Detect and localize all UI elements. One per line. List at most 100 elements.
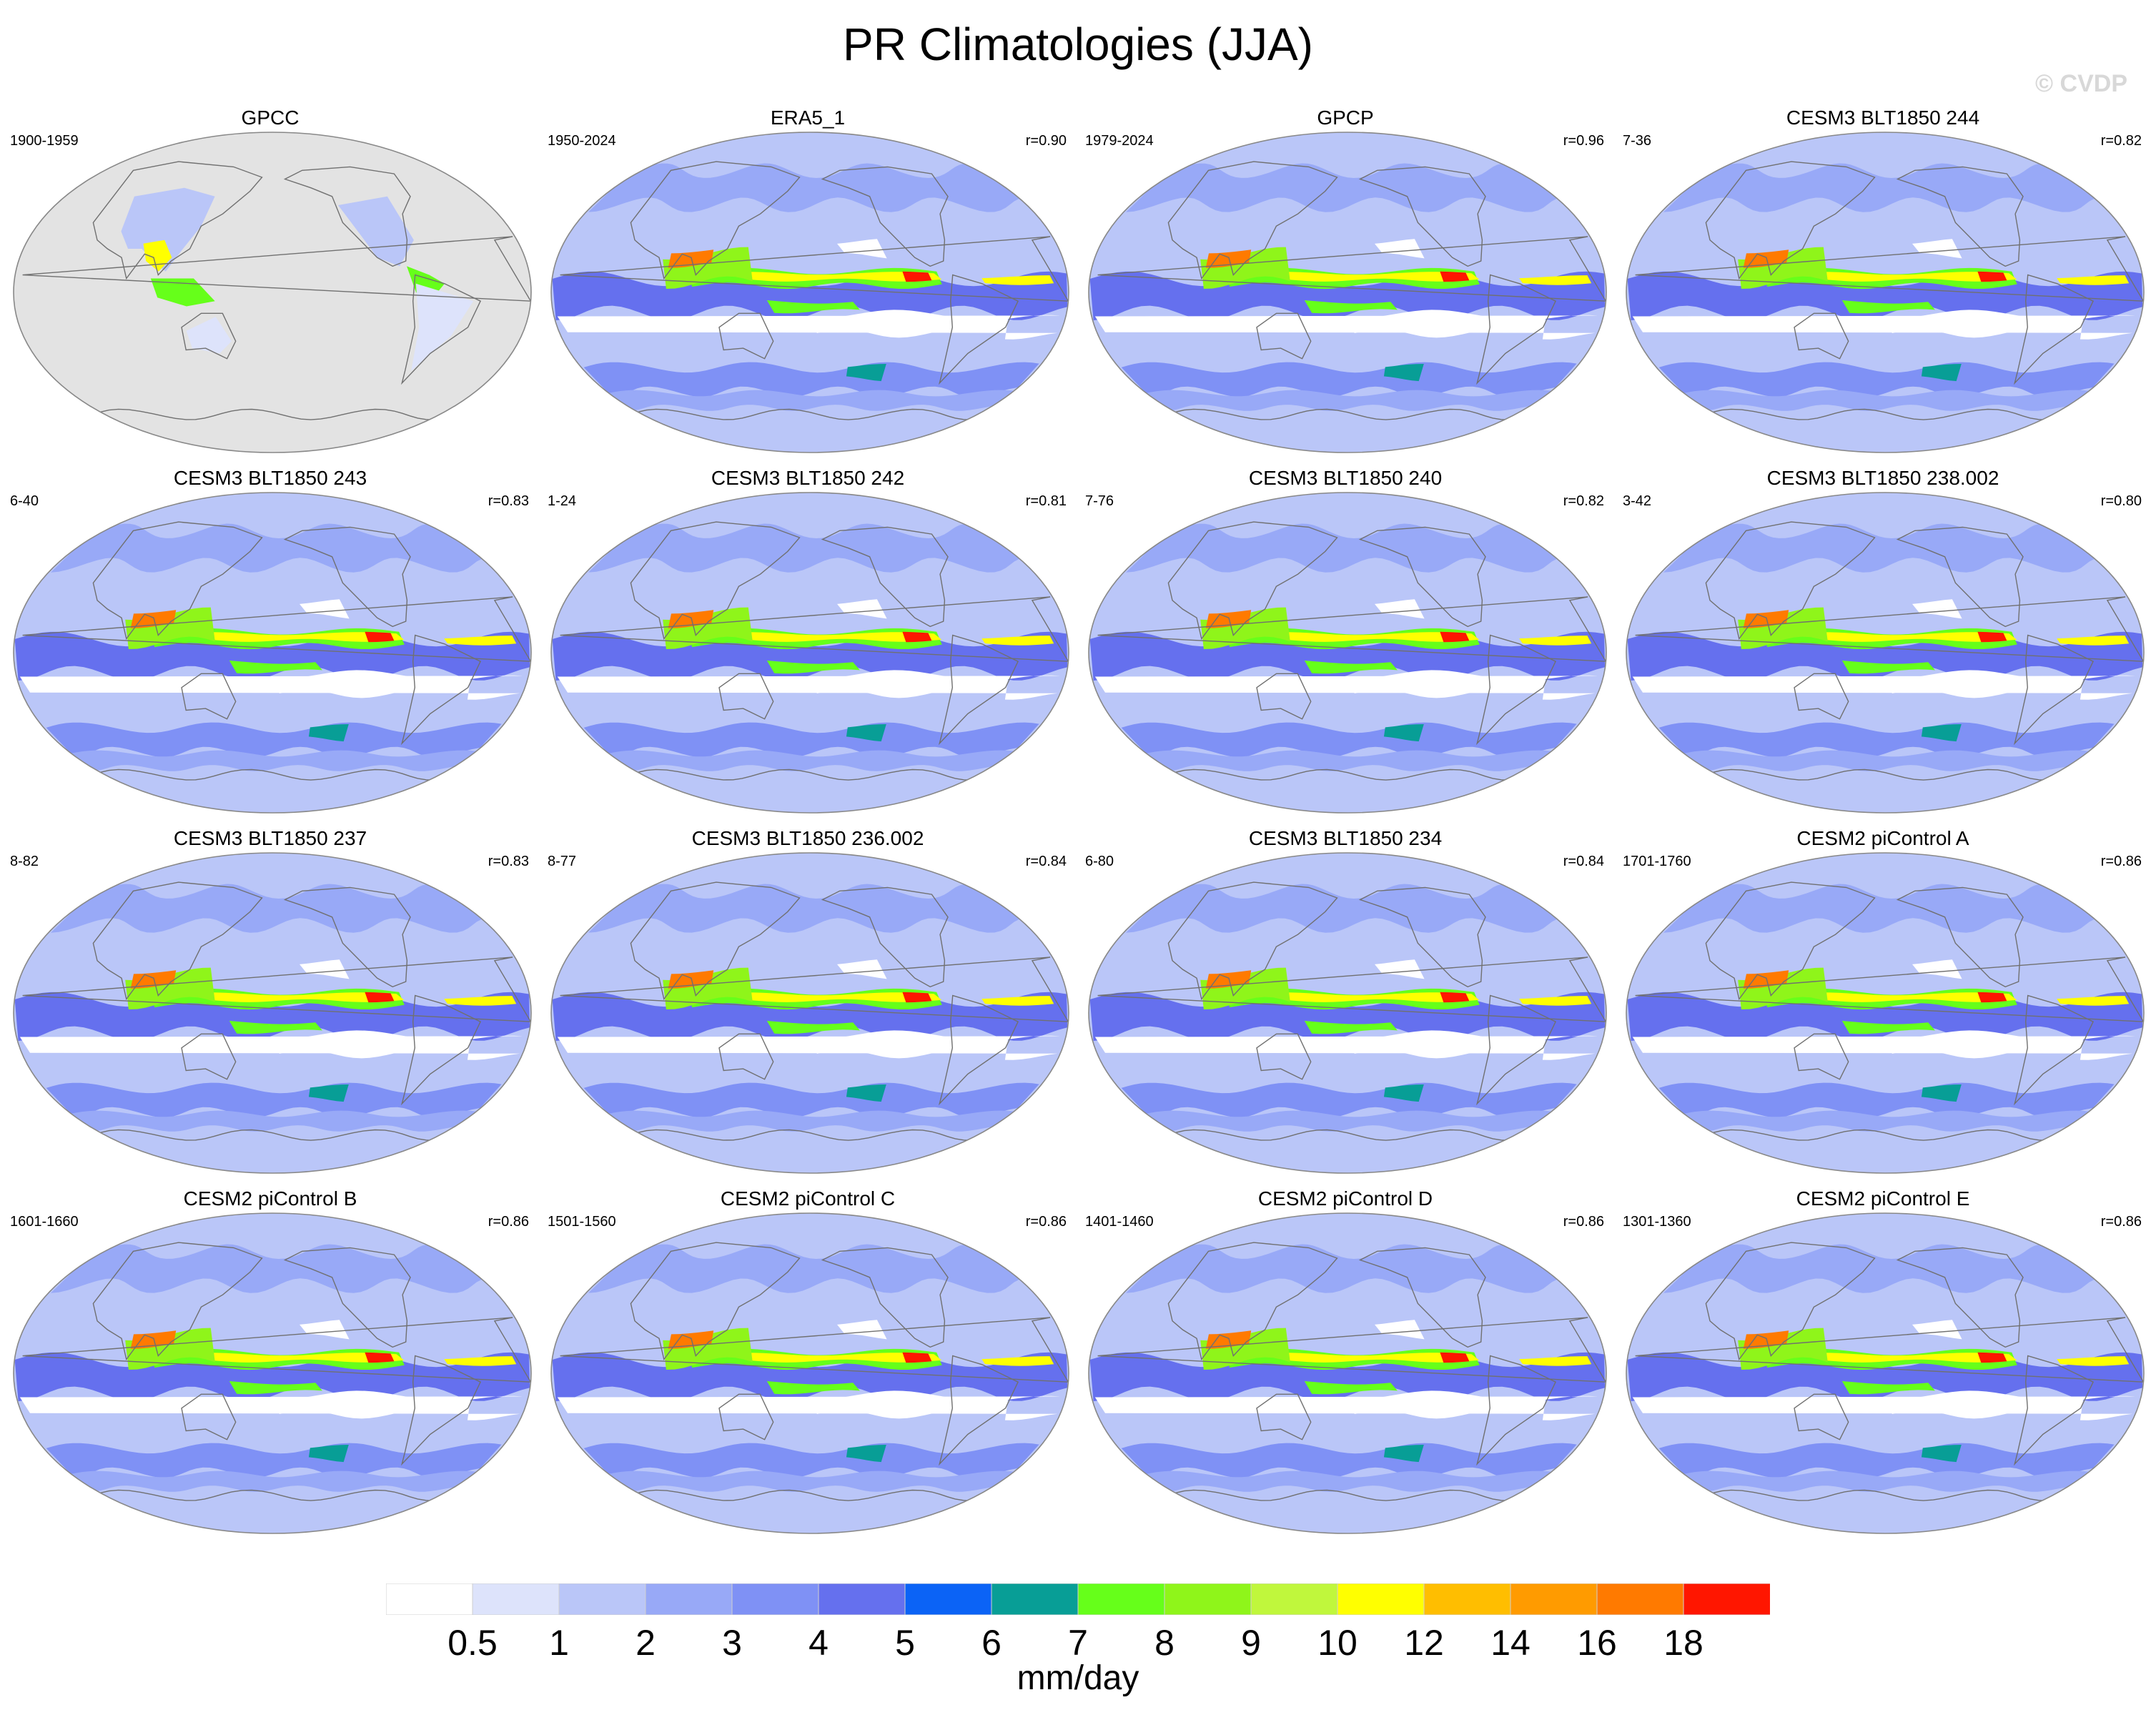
map-border <box>1626 1212 2145 1534</box>
coastline-africa <box>1635 1317 2144 1383</box>
colorbar-swatch <box>991 1583 1079 1615</box>
panel-period: 6-40 <box>10 493 39 509</box>
coastline-asia <box>1705 161 1876 280</box>
map-border <box>550 852 1069 1174</box>
precip-band-north-subtropics <box>22 947 519 975</box>
spcz-band <box>1304 661 1398 674</box>
colorbar <box>386 1583 1770 1615</box>
south-pacific-max <box>1383 364 1424 382</box>
monsoon-region <box>1738 607 1828 649</box>
dry-zone-south-atlantic <box>557 315 1060 340</box>
panel-period: 7-76 <box>1085 493 1114 509</box>
map-plot <box>1088 1212 1607 1534</box>
coastline-north-america <box>1896 526 2024 628</box>
panel-title: CESM2 piControl D <box>1257 1187 1433 1210</box>
atlantic-itcz <box>2057 636 2130 646</box>
itcz-core <box>1821 1353 2017 1363</box>
map-panel: CESM3 BLT1850 236.002 8-77 r=0.84 <box>543 826 1072 1184</box>
colorbar-swatch <box>558 1583 646 1615</box>
precip-band-north-storm-track <box>1126 1244 1557 1293</box>
monsoon-region <box>125 607 215 649</box>
coastline-north-america <box>821 886 949 988</box>
precip-band-north-subtropics <box>1097 226 1594 254</box>
east-pacific-max <box>1440 631 1470 643</box>
east-pacific-max <box>1440 1352 1470 1363</box>
panel-title: CESM3 BLT1850 240 <box>1248 467 1443 489</box>
itcz-core <box>1821 632 2017 642</box>
coastline-asia <box>630 1242 801 1361</box>
south-pacific-max <box>846 1445 886 1463</box>
coastline-north-america <box>1358 526 1486 628</box>
panel-period: 1401-1460 <box>1085 1214 1154 1230</box>
coastline-australia <box>181 673 237 720</box>
coastline-north-america <box>283 1247 411 1348</box>
panel-title: CESM3 BLT1850 238.002 <box>1766 467 1999 489</box>
coastline-north-america <box>283 886 411 988</box>
atlantic-itcz <box>2057 996 2130 1006</box>
dry-zone-south-atlantic <box>19 1395 523 1420</box>
itcz-core <box>1821 272 2017 282</box>
precip-band-north-storm-track <box>1126 523 1557 573</box>
figure-title: PR Climatologies (JJA) <box>843 19 1313 70</box>
south-pacific-max <box>308 724 349 742</box>
spcz-band <box>766 1021 860 1034</box>
monsoon-region <box>1200 607 1290 649</box>
east-pacific-max <box>902 992 932 1003</box>
precip-band-north-subtropics <box>22 586 519 615</box>
colorbar-tick-label: 6 <box>981 1623 1002 1663</box>
precip-band-south-storm-track <box>583 362 1039 397</box>
colorbar-swatch <box>472 1583 560 1615</box>
coastline-north-america <box>821 526 949 628</box>
precip-band-south-high-lat <box>1145 1471 1552 1492</box>
precip-band-south-high-lat <box>70 750 477 771</box>
spcz-band <box>1841 1381 1935 1395</box>
precip-band-north-subtropics <box>560 1307 1057 1335</box>
atlantic-itcz <box>981 636 1054 646</box>
map-panel: CESM2 piControl E 1301-1360 r=0.86 <box>1618 1187 2147 1544</box>
monsoon-region <box>1200 1328 1290 1370</box>
itcz-core <box>746 992 942 1002</box>
coastline-north-america <box>1896 1247 2024 1348</box>
precip-band-north-subtropics <box>1635 947 2132 975</box>
panel-period: 1-24 <box>548 493 577 509</box>
precip-band-south-storm-track <box>1658 722 2115 758</box>
east-pacific-max <box>1440 271 1470 282</box>
map-panel: CESM3 BLT1850 240 7-76 r=0.82 <box>1081 466 1610 824</box>
coastline-south-america <box>400 994 482 1106</box>
map-plot <box>1088 132 1607 453</box>
dry-zone-south-atlantic <box>1094 1395 1598 1420</box>
coastline-africa <box>22 957 531 1022</box>
coastline-africa <box>22 596 531 662</box>
south-pacific-max <box>846 724 886 742</box>
coastline-australia <box>1794 1033 1849 1080</box>
coastline-antarctica <box>631 768 984 781</box>
map-plot <box>550 852 1069 1174</box>
map-panel: CESM3 BLT1850 243 6-40 r=0.83 <box>6 466 535 824</box>
coastline-antarctica <box>93 1489 447 1501</box>
itcz-core <box>746 632 942 642</box>
map-plot <box>1088 492 1607 814</box>
itcz-core <box>1283 1353 1480 1363</box>
precip-band-south-high-lat <box>608 390 1014 411</box>
coastline-north-america <box>1358 1247 1486 1348</box>
colorbar-tick-label: 10 <box>1317 1623 1358 1663</box>
colorbar-swatch <box>904 1583 992 1615</box>
dry-zone-northeast-pacific <box>1375 239 1425 259</box>
map-panel: GPCP 1979-2024 r=0.96 <box>1081 106 1610 463</box>
atlantic-itcz <box>981 275 1054 285</box>
spcz-band <box>1304 300 1398 314</box>
panel-title: GPCC <box>241 107 300 129</box>
monsoon-region <box>1738 1328 1828 1370</box>
coastline-africa <box>560 957 1069 1022</box>
colorbar-tick-label: 18 <box>1663 1623 1703 1663</box>
spcz-band <box>1841 300 1935 314</box>
map-plot <box>13 1212 532 1534</box>
colorbar-swatch <box>1510 1583 1598 1615</box>
itcz-core <box>1283 992 1480 1002</box>
precip-band-north-storm-track <box>51 523 482 573</box>
precip-band-north-subtropics <box>1635 226 2132 254</box>
dry-zone-northeast-pacific <box>1912 1320 1962 1340</box>
coastline-asia <box>630 881 801 1001</box>
dry-zone-south-atlantic <box>1094 675 1598 700</box>
south-pacific-max <box>308 1084 349 1102</box>
